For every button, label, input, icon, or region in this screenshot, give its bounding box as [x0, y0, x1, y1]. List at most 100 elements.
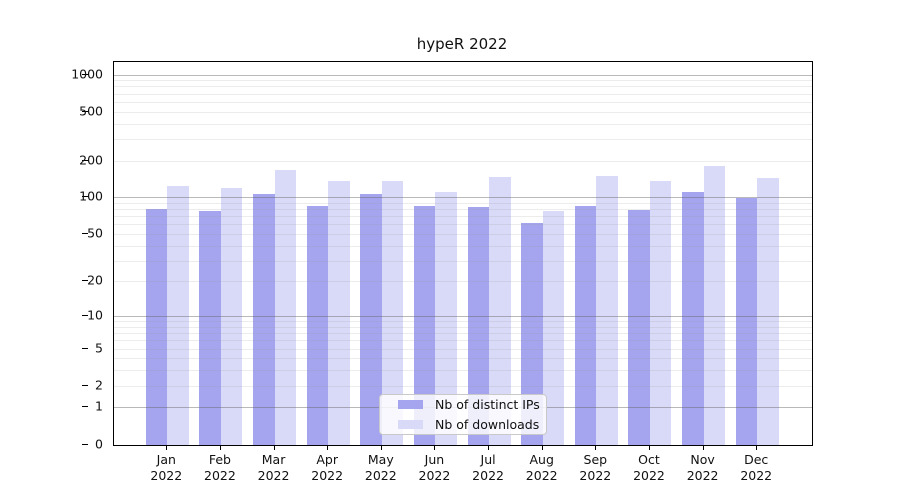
x-tick-label-apr: Apr 2022: [311, 452, 344, 483]
gridline-50: [114, 233, 812, 235]
bar-downloads-sep: [596, 175, 618, 445]
bar-ips-may: [360, 194, 382, 445]
x-tick-label-oct: Oct 2022: [633, 452, 665, 483]
gridline-9: [114, 321, 812, 323]
bar-ips-mar: [253, 194, 275, 445]
legend-label-distinct-ips: Nb of distinct IPs: [435, 397, 540, 413]
gridline-800: [114, 86, 812, 88]
legend-swatch-distinct-ips: [398, 400, 423, 410]
gridline-300: [114, 138, 812, 140]
bar-ips-sep: [574, 205, 597, 445]
y-tick-label-200: 200: [79, 152, 103, 168]
y-tick-mark-1: [82, 406, 88, 408]
bar-downloads-jan: [167, 185, 189, 445]
legend-item-downloads: Nb of downloads: [380, 417, 546, 433]
x-tick-mark-jun: [434, 445, 436, 450]
x-tick-label-aug: Aug 2022: [525, 452, 558, 483]
gridline-400: [114, 123, 812, 125]
y-tick-mark-20: [82, 280, 88, 282]
x-tick-mark-jan: [166, 445, 168, 450]
bar-ips-feb: [199, 210, 221, 445]
y-tick-label-2: 2: [95, 377, 103, 393]
bar-ips-jul: [467, 207, 490, 445]
legend-swatch-downloads: [398, 419, 423, 429]
gridline-7: [114, 333, 812, 335]
y-tick-label-10: 10: [87, 307, 103, 323]
x-tick-mark-nov: [702, 445, 704, 450]
bar-ips-jun: [413, 205, 436, 445]
bar-downloads-mar: [274, 169, 297, 445]
bar-ips-dec: [735, 198, 758, 445]
bar-downloads-oct: [649, 181, 672, 445]
x-tick-label-jun: Jun 2022: [418, 452, 451, 483]
gridline-700: [114, 93, 812, 95]
bar-ips-aug: [521, 222, 543, 445]
x-tick-mark-sep: [595, 445, 597, 450]
x-tick-label-jul: Jul 2022: [472, 452, 504, 483]
gridline-3: [114, 370, 812, 372]
x-tick-label-dec: Dec 2022: [740, 452, 773, 483]
y-tick-mark-1000: [82, 73, 88, 75]
bar-downloads-nov: [703, 165, 726, 445]
x-tick-mark-may: [380, 445, 382, 450]
bar-ips-nov: [682, 192, 704, 445]
gridline-70: [114, 216, 812, 218]
x-tick-label-may: May 2022: [364, 452, 397, 483]
gridline-40: [114, 245, 812, 247]
y-tick-label-0: 0: [95, 436, 103, 451]
x-tick-mark-mar: [273, 445, 275, 450]
y-tick-mark-200: [82, 159, 88, 161]
gridline-30: [114, 260, 812, 262]
gridline-600: [114, 101, 812, 103]
x-tick-mark-oct: [648, 445, 650, 450]
gridline-8: [114, 326, 812, 328]
gridline-5: [114, 348, 812, 350]
y-tick-label-50: 50: [87, 225, 103, 241]
x-tick-mark-apr: [327, 445, 329, 450]
gridline-80: [114, 209, 812, 211]
y-tick-label-100: 100: [79, 188, 103, 204]
y-tick-label-5: 5: [95, 340, 103, 356]
bar-downloads-feb: [220, 188, 243, 445]
y-tick-mark-0: [82, 443, 88, 445]
gridline-4: [114, 358, 812, 360]
gridline-10: [114, 316, 812, 318]
gridline-1000: [114, 74, 812, 76]
bar-downloads-apr: [328, 180, 350, 445]
x-tick-label-jan: Jan 2022: [150, 452, 183, 483]
y-tick-label-500: 500: [79, 103, 103, 119]
x-tick-label-feb: Feb 2022: [204, 452, 236, 483]
bar-downloads-aug: [542, 210, 565, 445]
bar-ips-apr: [306, 205, 329, 445]
gridline-20: [114, 281, 812, 283]
x-tick-mark-dec: [756, 445, 758, 450]
y-tick-label-1000: 1000: [71, 66, 103, 82]
y-tick-mark-2: [82, 384, 88, 386]
x-tick-mark-feb: [219, 445, 221, 450]
x-tick-mark-jul: [488, 445, 490, 450]
chart-title: hypeR 2022: [416, 35, 508, 53]
y-tick-mark-500: [82, 110, 88, 112]
gridline-6: [114, 340, 812, 342]
y-tick-label-1: 1: [95, 398, 103, 414]
bar-downloads-jul: [489, 176, 511, 445]
legend: Nb of distinct IPs Nb of downloads: [379, 394, 547, 435]
gridline-900: [114, 80, 812, 82]
plot-area: Nb of distinct IPs Nb of downloads: [113, 61, 813, 446]
legend-label-downloads: Nb of downloads: [435, 416, 540, 432]
bar-downloads-jun: [435, 192, 457, 445]
x-tick-label-mar: Mar 2022: [257, 452, 290, 483]
gridline-100: [114, 197, 812, 199]
y-tick-mark-10: [82, 315, 88, 317]
gridline-500: [114, 111, 812, 113]
x-tick-label-nov: Nov 2022: [686, 452, 719, 483]
gridline-60: [114, 224, 812, 226]
gridline-200: [114, 160, 812, 162]
bar-downloads-dec: [757, 178, 779, 445]
y-tick-mark-5: [82, 347, 88, 349]
bar-ips-jan: [145, 208, 168, 445]
y-tick-mark-100: [82, 196, 88, 198]
gridline-2: [114, 385, 812, 387]
legend-item-distinct-ips: Nb of distinct IPs: [380, 397, 546, 413]
